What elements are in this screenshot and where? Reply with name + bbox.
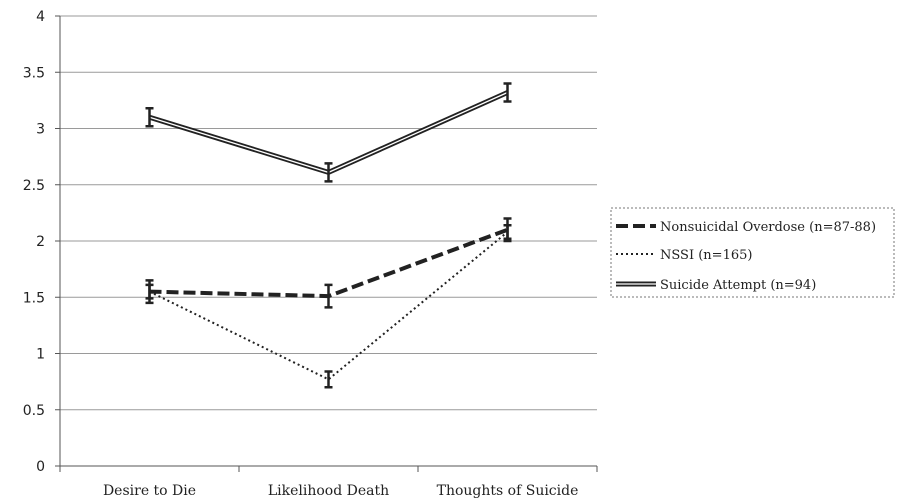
series-line — [149, 231, 509, 381]
x-category-label: Thoughts of Suicide — [437, 483, 579, 498]
legend-label: Suicide Attempt (n=94) — [660, 278, 816, 293]
legend-label: Nonsuicidal Overdose (n=87-88) — [660, 220, 876, 235]
error-bar — [324, 370, 333, 389]
series-lines — [145, 82, 512, 389]
axes: 0 0.5 1 1.5 2 2.5 3 3.5 4 Desire to Die Likelihood… — [23, 9, 598, 498]
error-bar — [324, 162, 333, 183]
error-bar — [145, 283, 154, 300]
y-tick-label: 4 — [36, 9, 45, 25]
y-tick-label: 2.5 — [23, 178, 45, 194]
error-bar — [324, 283, 333, 309]
series-dotted — [145, 224, 512, 389]
series-double — [145, 82, 512, 183]
y-tick-label: 0.5 — [23, 403, 45, 419]
error-bar — [145, 107, 154, 128]
series-dashed — [145, 217, 512, 309]
y-tick-label: 1 — [36, 347, 45, 363]
y-tick-label: 3 — [36, 122, 45, 138]
gridlines — [60, 15, 597, 411]
y-tick-label: 1.5 — [23, 290, 45, 306]
legend: Nonsuicidal Overdose (n=87-88) NSSI (n=16… — [610, 207, 895, 298]
series-line — [148, 90, 509, 176]
legend-box — [610, 207, 895, 298]
legend-label: NSSI (n=165) — [660, 248, 752, 263]
error-bar — [503, 82, 512, 103]
y-tick-label: 2 — [36, 234, 45, 250]
x-category-label: Likelihood Death — [268, 483, 389, 498]
x-category-label: Desire to Die — [103, 483, 196, 498]
error-bar — [503, 224, 512, 240]
y-tick-label: 0 — [36, 459, 45, 475]
y-tick-label: 3.5 — [23, 65, 45, 81]
